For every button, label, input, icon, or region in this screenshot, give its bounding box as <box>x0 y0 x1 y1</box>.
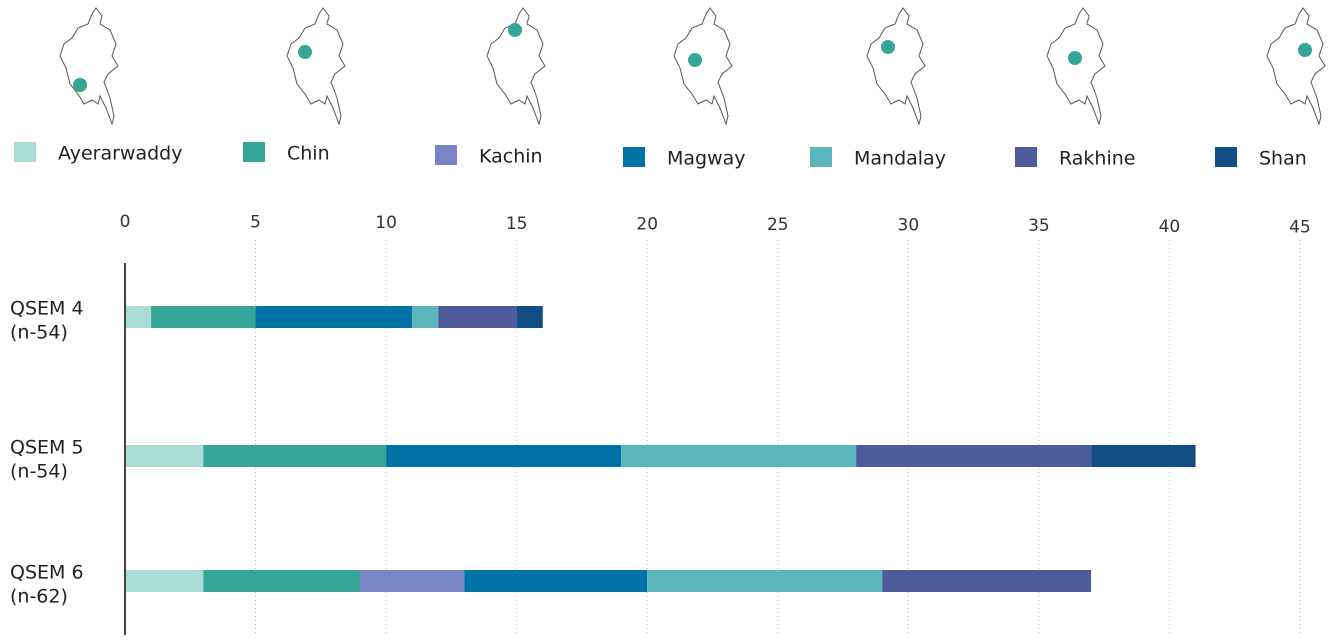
x-tick-label: 25 <box>767 215 789 235</box>
map-icon <box>1266 7 1326 125</box>
map-dot <box>508 23 522 37</box>
bar-segment <box>125 445 204 467</box>
x-tick-label: 15 <box>506 214 528 234</box>
bar-segment <box>125 306 152 328</box>
legend-swatch <box>14 142 36 162</box>
bar-segment <box>386 445 622 467</box>
x-tick-label: 20 <box>636 214 658 234</box>
map-icon <box>59 7 119 125</box>
legend-swatch <box>1215 147 1237 167</box>
legend-swatch <box>623 147 645 167</box>
bar-segment <box>412 306 439 328</box>
legend-label: Rakhine <box>1059 148 1135 170</box>
legend-label: Shan <box>1259 148 1307 170</box>
map-icon <box>286 7 346 125</box>
map-icon <box>866 7 926 125</box>
bar-segment <box>882 570 1092 592</box>
x-tick-label: 30 <box>898 216 920 236</box>
bar-segment <box>1091 445 1196 467</box>
x-tick-label: 0 <box>120 212 131 232</box>
bar-segment <box>647 570 883 592</box>
bar-segment <box>203 445 387 467</box>
category-sublabel: (n-54) <box>10 461 68 483</box>
category-sublabel: (n-54) <box>10 322 68 344</box>
map-dot <box>1298 43 1312 57</box>
bar-segment <box>856 445 1092 467</box>
legend-swatch <box>243 142 265 162</box>
map-dot <box>73 78 87 92</box>
legend-label: Ayerarwaddy <box>58 143 182 165</box>
bar-segment <box>516 306 543 328</box>
category-sublabel: (n-62) <box>10 586 68 608</box>
maps <box>59 7 1326 125</box>
legend-swatch <box>1015 147 1037 167</box>
legend-label: Chin <box>287 143 330 165</box>
legend-label: Mandalay <box>854 148 946 170</box>
x-tick-label: 35 <box>1028 216 1050 236</box>
bar-segment <box>203 570 360 592</box>
bar-segment <box>125 570 204 592</box>
x-tick-label: 10 <box>375 213 397 233</box>
category-label: QSEM 4 <box>10 298 84 320</box>
bar-segment <box>360 570 465 592</box>
category-label: QSEM 5 <box>10 437 84 459</box>
x-tick-label: 5 <box>250 213 261 233</box>
map-dot <box>1068 51 1082 65</box>
category-label: QSEM 6 <box>10 562 84 584</box>
bar-segment <box>151 306 256 328</box>
legend-swatch <box>435 145 457 165</box>
map-dot <box>881 40 895 54</box>
bar-segment <box>621 445 857 467</box>
legend-label: Kachin <box>479 146 543 168</box>
x-tick-label: 45 <box>1289 217 1311 237</box>
map-icon <box>673 7 733 125</box>
map-dot <box>688 53 702 67</box>
bar-segment <box>255 306 413 328</box>
map-dot <box>298 45 312 59</box>
map-icon <box>1046 7 1106 125</box>
bar-segment <box>464 570 648 592</box>
legend-label: Magway <box>667 148 746 170</box>
bar-segment <box>438 306 517 328</box>
legend-swatch <box>810 147 832 167</box>
x-tick-label: 40 <box>1159 217 1181 237</box>
